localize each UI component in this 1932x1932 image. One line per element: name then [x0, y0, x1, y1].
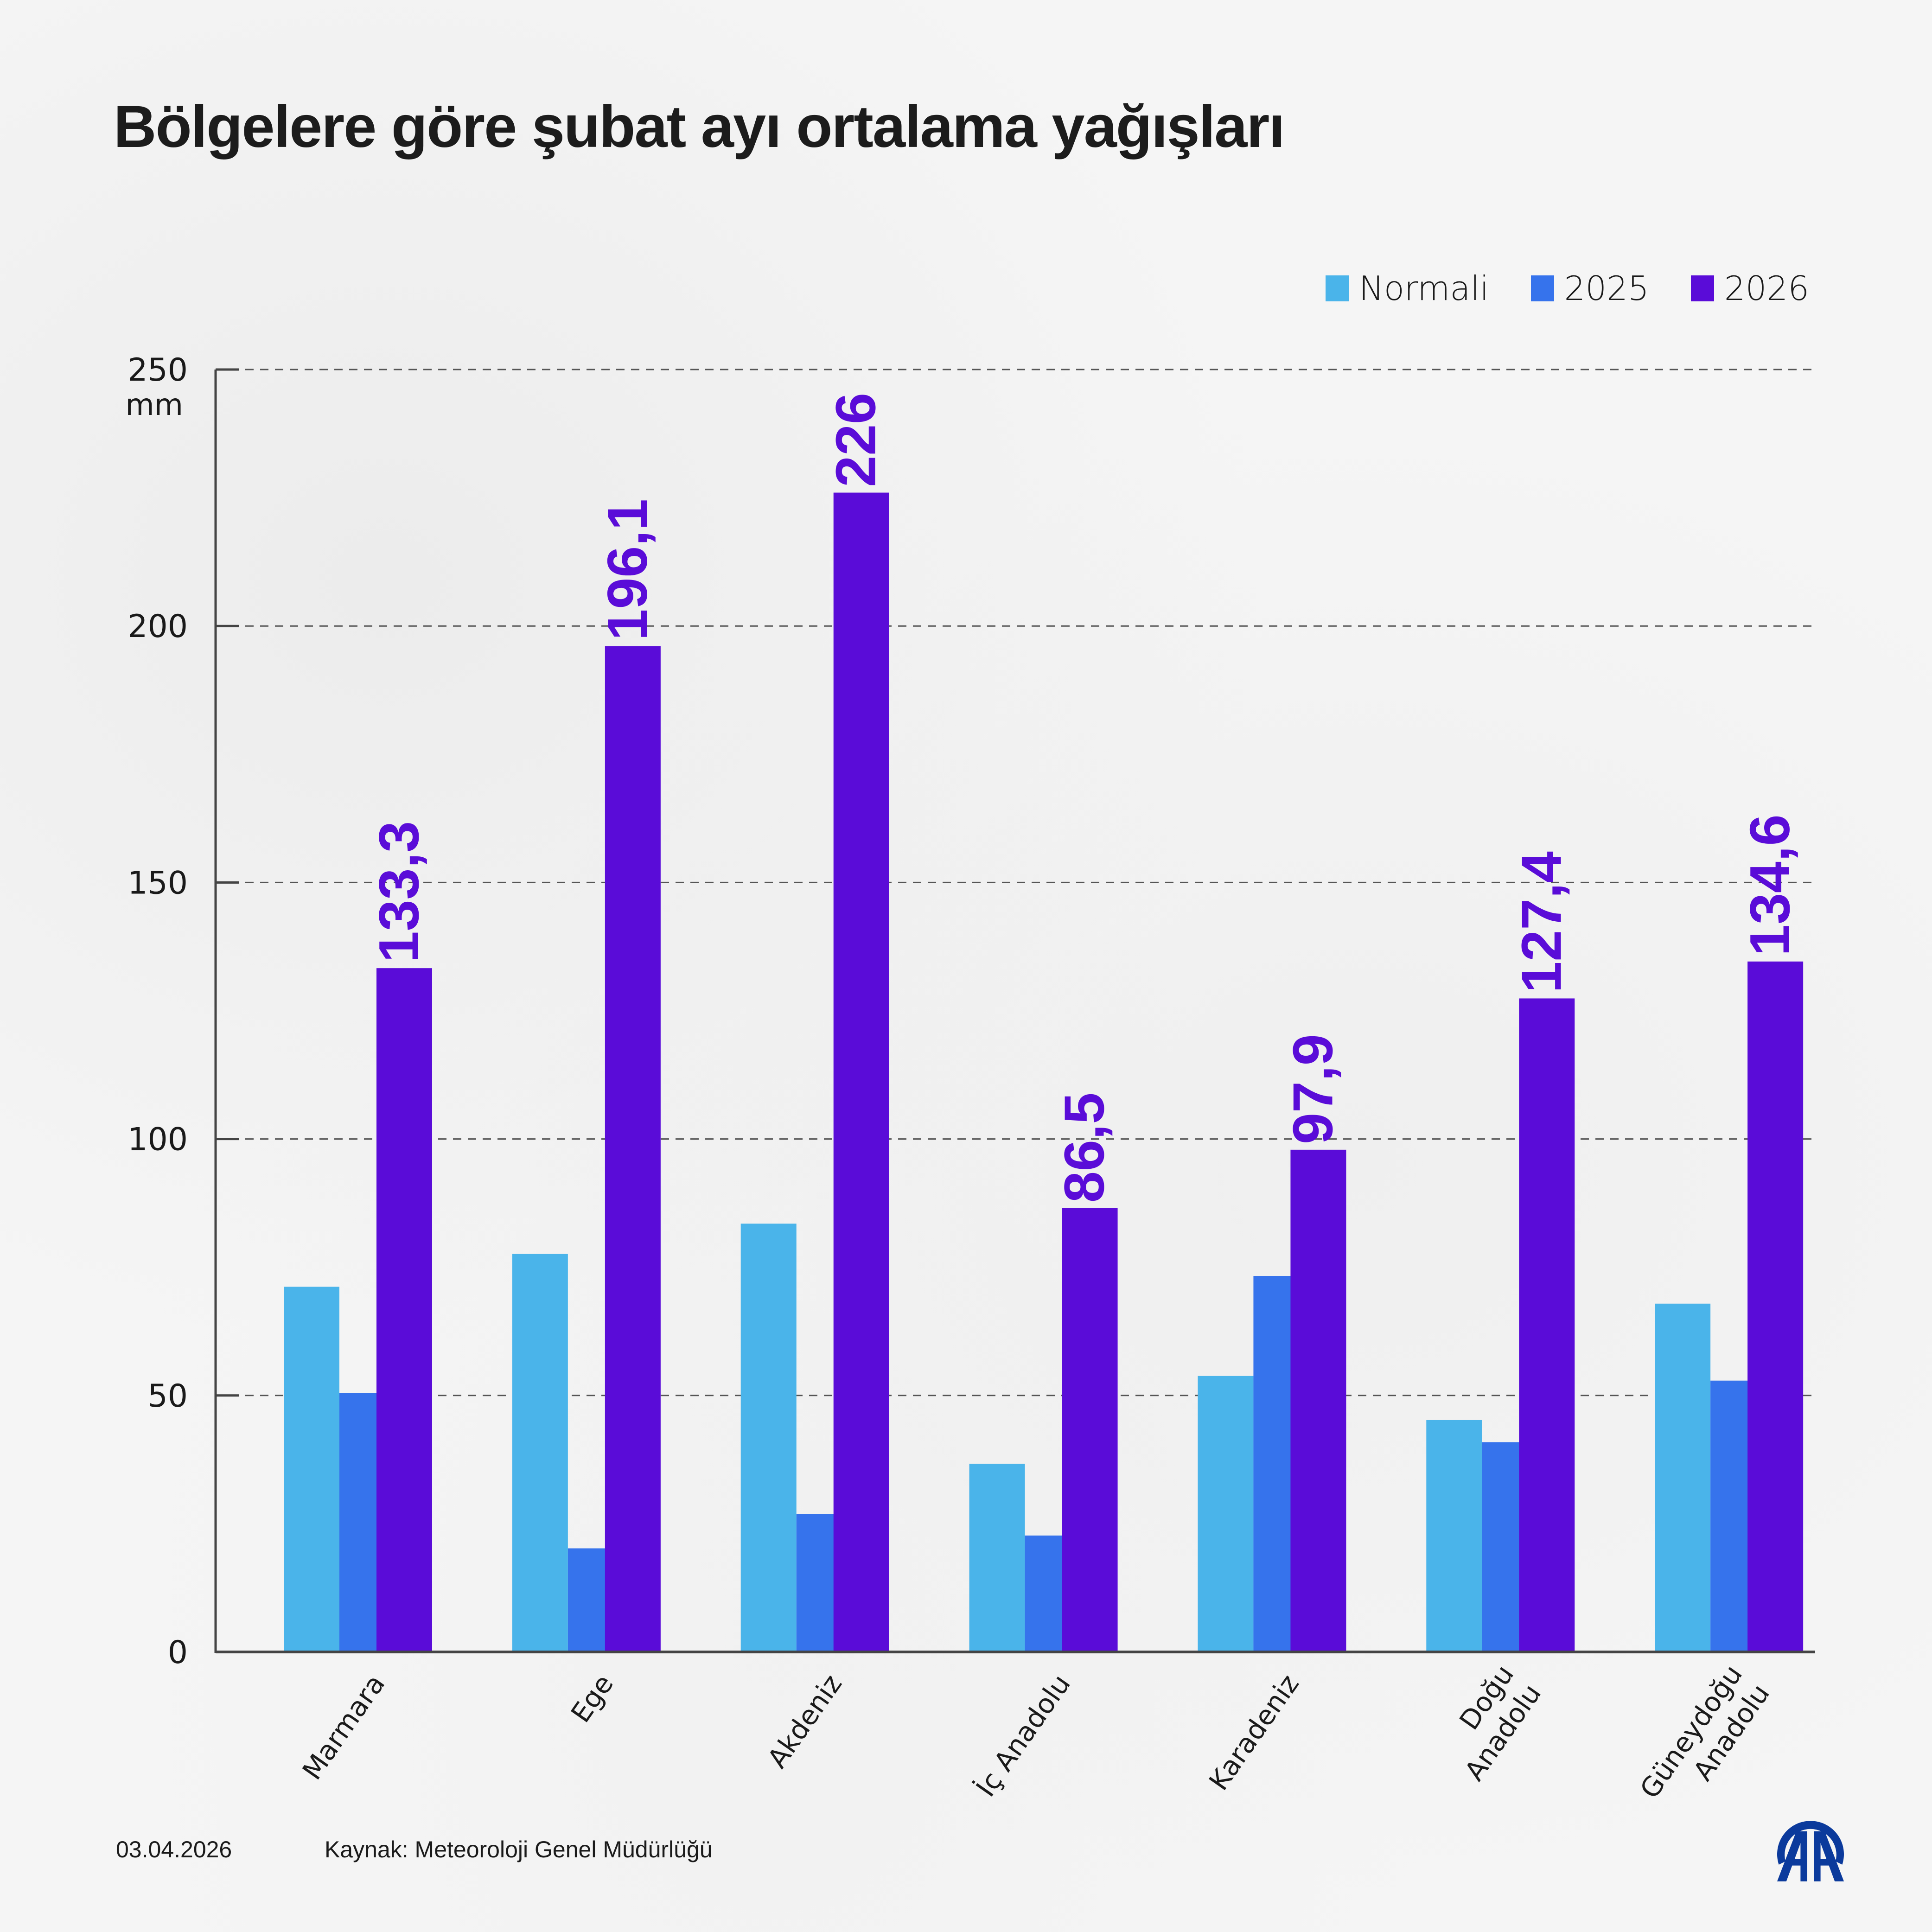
legend-label-normali: Normali	[1359, 269, 1489, 308]
bar-2026-0	[376, 968, 432, 1652]
xtick-label-line: İç Anadolu	[970, 1669, 1077, 1803]
value-label-2026-1: 196,1	[596, 499, 659, 640]
legend-swatch-2025	[1530, 275, 1554, 301]
ytick-label-0: 0	[168, 1634, 188, 1671]
axes	[214, 368, 1815, 1653]
bar-2026-5	[1519, 998, 1575, 1652]
legend-item-normali: Normali	[1326, 269, 1489, 308]
bar-2026-2	[833, 492, 889, 1652]
xtick-label-line: Karadeniz	[1203, 1669, 1305, 1796]
chart-legend: Normali 2025 2026	[1284, 269, 1809, 308]
bar-normali-3	[969, 1463, 1025, 1652]
bar-normali-4	[1198, 1376, 1254, 1652]
legend-item-2026: 2026	[1690, 269, 1809, 308]
value-label-2026-3: 86,5	[1053, 1093, 1116, 1203]
ytick-label-100: 100	[128, 1122, 188, 1158]
value-label-2026-2: 226	[824, 393, 887, 487]
page-title: Bölgelere göre şubat ayı ortalama yağışl…	[114, 94, 1285, 160]
bar-normali-1	[512, 1254, 568, 1652]
value-label-2026-0: 133,3	[367, 821, 430, 963]
legend-item-2025: 2025	[1530, 269, 1649, 308]
bar-2026-4	[1290, 1149, 1346, 1652]
bar-normali-0	[284, 1287, 339, 1652]
ytick-label-50: 50	[147, 1378, 188, 1415]
legend-label-2026: 2026	[1724, 269, 1809, 308]
legend-swatch-2026	[1690, 275, 1714, 301]
bar-2026-1	[605, 646, 661, 1652]
legend-label-2025: 2025	[1564, 269, 1649, 308]
grid-lines	[216, 369, 1815, 1396]
xtick-label-line: Ege	[565, 1669, 619, 1728]
value-label-2026-4: 97,9	[1281, 1034, 1344, 1144]
value-labels: 133,3 196,1 226 86,5 97,9 127,4 134,6	[367, 393, 1801, 1203]
source-text: Kaynak: Meteoroloji Genel Müdürlüğü	[325, 1836, 713, 1862]
aa-logo-icon	[1777, 1821, 1844, 1881]
bars	[284, 492, 1804, 1652]
xtick-label-3: İç Anadolu	[970, 1669, 1077, 1803]
ytick-label-150: 150	[128, 865, 188, 901]
xtick-label-0: Marmara	[296, 1669, 391, 1785]
xtick-label-1: Ege	[565, 1669, 619, 1728]
bar-normali-2	[740, 1224, 797, 1652]
xtick-label-line: Akdeniz	[761, 1669, 848, 1774]
legend-swatch-normali	[1326, 275, 1349, 301]
value-label-2026-6: 134,6	[1738, 814, 1801, 956]
bar-normali-5	[1426, 1420, 1482, 1652]
value-label-2026-5: 127,4	[1510, 851, 1573, 993]
bar-2026-6	[1747, 961, 1804, 1652]
y-axis-unit-label: mm	[125, 388, 183, 422]
ytick-label-250: 250	[128, 352, 188, 389]
x-tick-labels: Marmara Ege Akdeniz İç Anadolu Karadeniz Doğu…	[296, 1659, 1776, 1804]
bar-normali-6	[1655, 1303, 1711, 1652]
xtick-label-4: Karadeniz	[1203, 1669, 1305, 1796]
publish-date: 03.04.2026	[116, 1836, 232, 1862]
bar-2026-3	[1062, 1208, 1118, 1652]
xtick-label-line: Marmara	[296, 1669, 391, 1785]
ytick-label-200: 200	[128, 608, 188, 645]
xtick-label-2: Akdeniz	[761, 1669, 848, 1774]
